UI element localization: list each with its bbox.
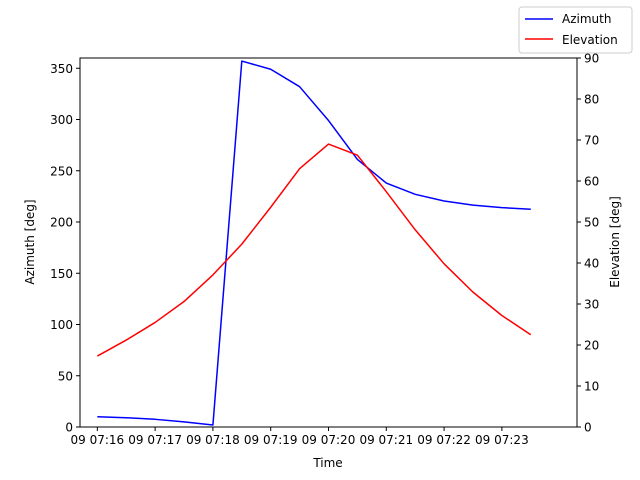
x-tick-label: 09 07:18: [186, 433, 240, 447]
right-y-tick-label: 90: [584, 52, 599, 66]
x-tick-label: 09 07:22: [417, 433, 471, 447]
left-y-tick-label: 250: [50, 164, 73, 178]
x-tick-label: 09 07:20: [302, 433, 356, 447]
left-y-tick-label: 100: [50, 318, 73, 332]
plot-area: [80, 58, 577, 427]
right-y-tick-label: 0: [584, 421, 592, 435]
left-y-tick-label: 50: [58, 369, 73, 383]
left-y-tick-label: 150: [50, 267, 73, 281]
right-y-tick-label: 40: [584, 257, 599, 271]
right-y-tick-label: 80: [584, 93, 599, 107]
series-line-azimuth: [97, 60, 531, 426]
x-tick-label: 09 07:19: [244, 433, 298, 447]
left-y-tick-label: 200: [50, 216, 73, 230]
x-axis-label: Time: [312, 456, 342, 470]
left-y-axis-label: Azimuth [deg]: [23, 199, 37, 284]
right-y-tick-label: 70: [584, 134, 599, 148]
left-y-tick-label: 350: [50, 62, 73, 76]
right-y-tick-label: 60: [584, 175, 599, 189]
right-y-tick-label: 30: [584, 298, 599, 312]
x-tick-label: 09 07:21: [359, 433, 413, 447]
legend-azimuth-label: Azimuth: [562, 12, 611, 26]
right-y-axis-label: Elevation [deg]: [608, 196, 622, 288]
right-y-tick-label: 20: [584, 339, 599, 353]
axes-layer: 0 50 100 150 200 250 300 350 0 10 20 30 40 50 60 70 80 90…: [50, 52, 599, 448]
left-y-tick-label: 300: [50, 113, 73, 127]
legend: Azimuth Elevation: [518, 6, 633, 54]
x-tick-label: 09 07:16: [71, 433, 125, 447]
right-y-tick-label: 10: [584, 380, 599, 394]
series-layer: [96, 60, 532, 426]
x-tick-label: 09 07:17: [128, 433, 182, 447]
legend-elevation-label: Elevation: [562, 33, 618, 47]
left-y-tick-label: 0: [65, 421, 73, 435]
right-y-tick-label: 50: [584, 216, 599, 230]
series-line-elevation: [96, 143, 532, 357]
x-tick-label: 09 07:23: [475, 433, 529, 447]
